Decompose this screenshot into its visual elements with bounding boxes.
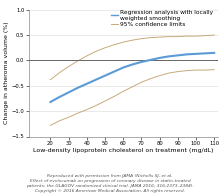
Legend: Regression analysis with locally
weighted smoothing, 95% confidence limits: Regression analysis with locally weighte… <box>111 10 213 27</box>
Text: Reproduced with permission from JAMA (Nicholls SJ, et al.
Effect of evolocumab o: Reproduced with permission from JAMA (Ni… <box>26 174 194 193</box>
X-axis label: Low-density lipoprotein cholesterol on treatment (mg/dL): Low-density lipoprotein cholesterol on t… <box>33 148 213 153</box>
Y-axis label: Change in atheroma volume (%): Change in atheroma volume (%) <box>4 22 9 124</box>
